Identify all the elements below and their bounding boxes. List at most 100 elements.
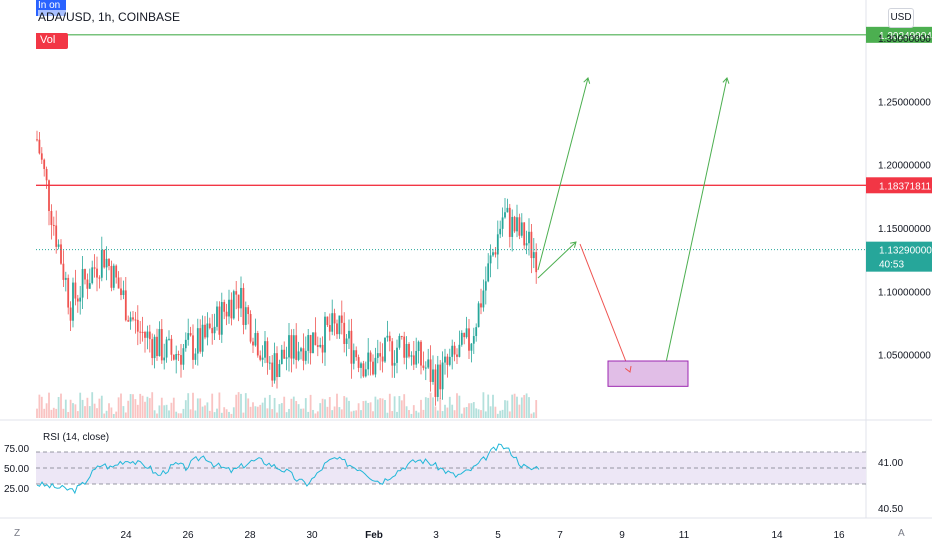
candle-body [115,265,118,278]
candle-body [460,332,463,345]
volume-bar [81,399,84,418]
candle-body [256,333,259,356]
candle-body [520,222,523,236]
volume-toggle-button[interactable]: Vol [36,33,68,49]
candle-body [120,288,122,296]
volume-bar [513,393,516,418]
candle-body [163,357,166,361]
candle-body [482,290,485,308]
volume-bar [240,393,242,418]
volume-bar [276,412,278,418]
volume-bar [340,409,343,418]
candle-body [93,267,96,269]
candle-body [444,356,446,363]
volume-bar [76,411,79,418]
candle-body [124,290,127,321]
candle-body [285,357,288,359]
candle-body [336,323,338,335]
candle-body [381,356,384,362]
candle-body [276,353,278,378]
volume-bar [57,396,60,418]
volume-bar [439,398,442,418]
candle-body [264,341,266,358]
volume-bar [528,397,530,418]
candle-body [225,311,228,317]
auto-scale-icon[interactable]: A [898,528,905,539]
volume-bar [235,394,238,418]
volume-bar [100,395,103,418]
candle-body [352,350,355,364]
candle-body [96,268,98,278]
candle-body [338,315,341,335]
candle-body [74,282,77,299]
time-tick-label: 7 [557,530,563,541]
volume-bar [64,399,67,418]
volume-bar [412,405,415,418]
candle-body [132,317,134,320]
zoom-icon[interactable]: Z [14,528,21,539]
candle-body [297,351,300,360]
candle-body [295,335,298,360]
candle-body [122,290,125,296]
volume-bar [271,409,274,418]
time-tick-label: 30 [306,530,318,541]
candle-body [40,153,43,160]
volume-bar [468,403,470,418]
candle-body [364,369,367,377]
volume-bar [364,400,367,418]
candle-body [252,341,254,346]
candle-body [108,258,110,266]
candle-body [417,341,420,351]
volume-bar [43,408,46,418]
rsi-left-tick-label: 50.00 [4,464,29,475]
price-tick-label: 1.20000000 [878,161,931,172]
current-price-tag-countdown: 40:53 [879,260,904,271]
volume-bar [69,399,72,418]
volume-bar [420,399,422,418]
candle-body [220,302,223,335]
candle-body [528,231,530,244]
candle-body [441,362,444,390]
volume-bar [177,413,180,418]
rsi-left-tick-label: 25.00 [4,484,29,495]
volume-bar [180,413,182,418]
volume-bar [136,404,139,418]
volume-bar [204,405,206,418]
candle-body [52,224,55,226]
candle-body [446,356,449,365]
volume-bar [295,401,298,418]
volume-bar [254,406,257,418]
volume-bar [220,412,223,418]
resistance-price-tag-bg [866,26,932,43]
candle-body [489,255,492,264]
candle-body [168,338,170,340]
candle-body [280,349,283,365]
volume-bar [232,407,235,418]
candle-body [134,319,137,321]
volume-bar [117,397,120,418]
candle-body [360,363,362,368]
volume-bar [381,398,384,418]
volume-bar [338,407,341,418]
candle-body [393,362,396,366]
candle-body [67,277,70,308]
candle-body [439,364,442,390]
candle-body [477,303,480,328]
volume-bar [444,404,446,418]
currency-button[interactable]: USD [888,8,914,28]
volume-bar [256,406,259,418]
candle-body [237,294,240,309]
volume-bar [208,410,211,418]
candle-body [228,299,230,317]
candle-body [165,339,168,358]
candle-body [422,365,425,368]
candle-body [86,279,89,289]
volume-bar [194,410,197,418]
volume-bar [199,398,202,418]
volume-bar [362,401,365,418]
volume-bar [280,403,283,418]
volume-bar [105,410,108,418]
volume-bar [192,392,194,418]
